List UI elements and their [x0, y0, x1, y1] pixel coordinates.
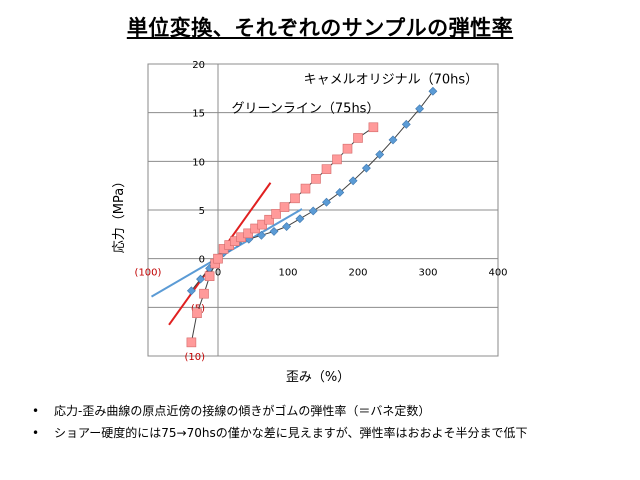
x-tick-label: 400 [488, 268, 507, 279]
bullet-text: ショアー硬度的には75→70hsの僅かな差に見えますが、弾性率はおおよそ半分まで… [54, 426, 528, 440]
y-tick-label: 20 [192, 60, 205, 71]
bullet-list: • 応力-歪み曲線の原点近傍の接線の傾きがゴムの弾性率（＝バネ定数） • ショア… [32, 400, 632, 444]
annotations: キャメルオリジナル（70hs） グリーンライン（75hs） [232, 72, 479, 116]
data-point-diamond [256, 230, 266, 240]
y-tick-label: 0 [199, 255, 205, 266]
y-tick-label: (10) [184, 352, 205, 363]
data-point-diamond [348, 176, 358, 186]
data-point-square [213, 253, 223, 264]
data-point-square [243, 228, 253, 239]
tangent-line [168, 182, 272, 326]
data-point-square [290, 193, 300, 204]
data-point-square [257, 219, 267, 230]
data-point-square [204, 271, 215, 281]
data-point-diamond [428, 86, 438, 96]
series-layer [186, 86, 438, 348]
data-point-square [264, 214, 274, 225]
y-axis-label: 応力（MPa） [112, 175, 127, 253]
data-point-diamond [282, 222, 292, 231]
data-point-diamond [335, 188, 345, 197]
data-point-diamond [388, 135, 398, 145]
axes [148, 64, 498, 356]
data-point-square [271, 209, 281, 219]
x-axis-label: 歪み（%） [286, 370, 350, 385]
data-point-square [342, 143, 353, 154]
data-point-diamond [269, 226, 279, 236]
y-tick-label: 10 [192, 157, 205, 168]
data-point-square [192, 308, 202, 318]
data-point-diamond [196, 274, 205, 284]
grid-lines [148, 63, 498, 357]
x-tick-label: (100) [135, 268, 162, 279]
series-annotation: キャメルオリジナル（70hs） [304, 72, 479, 87]
data-point-diamond [295, 214, 305, 224]
bullet-symbol: • [32, 426, 40, 440]
y-tick-label: 15 [192, 109, 205, 120]
data-point-diamond [186, 286, 196, 296]
data-point-square [279, 202, 290, 212]
bullet-item: • 応力-歪み曲線の原点近傍の接線の傾きがゴムの弾性率（＝バネ定数） [32, 400, 632, 422]
bullet-symbol: • [32, 404, 40, 418]
x-tick-label: 100 [278, 268, 297, 279]
series-annotation: グリーンライン（75hs） [232, 102, 380, 117]
data-point-diamond [401, 119, 411, 129]
data-point-diamond [375, 150, 385, 159]
data-point-square [332, 154, 342, 165]
data-point-square [186, 337, 197, 348]
bullet-item: • ショアー硬度的には75→70hsの僅かな差に見えますが、弾性率はおおよそ半分… [32, 422, 632, 444]
x-tick-label: 0 [215, 268, 221, 279]
data-point-diamond [308, 206, 318, 216]
x-tick-label: 200 [348, 268, 367, 279]
data-point-square [321, 164, 332, 174]
data-point-diamond [361, 163, 371, 173]
data-point-square [368, 122, 379, 133]
data-point-square [353, 133, 363, 143]
y-tick-label: 5 [199, 206, 205, 217]
bullet-text: 応力-歪み曲線の原点近傍の接線の傾きがゴムの弾性率（＝バネ定数） [54, 404, 431, 418]
data-point-square [311, 174, 321, 184]
data-point-diamond [322, 197, 331, 207]
data-point-square [199, 288, 209, 299]
x-tick-label: 300 [418, 268, 437, 279]
data-point-square [300, 183, 311, 194]
slide-title: 単位変換、それぞれのサンプルの弾性率 [126, 16, 514, 40]
data-point-diamond [415, 104, 425, 114]
